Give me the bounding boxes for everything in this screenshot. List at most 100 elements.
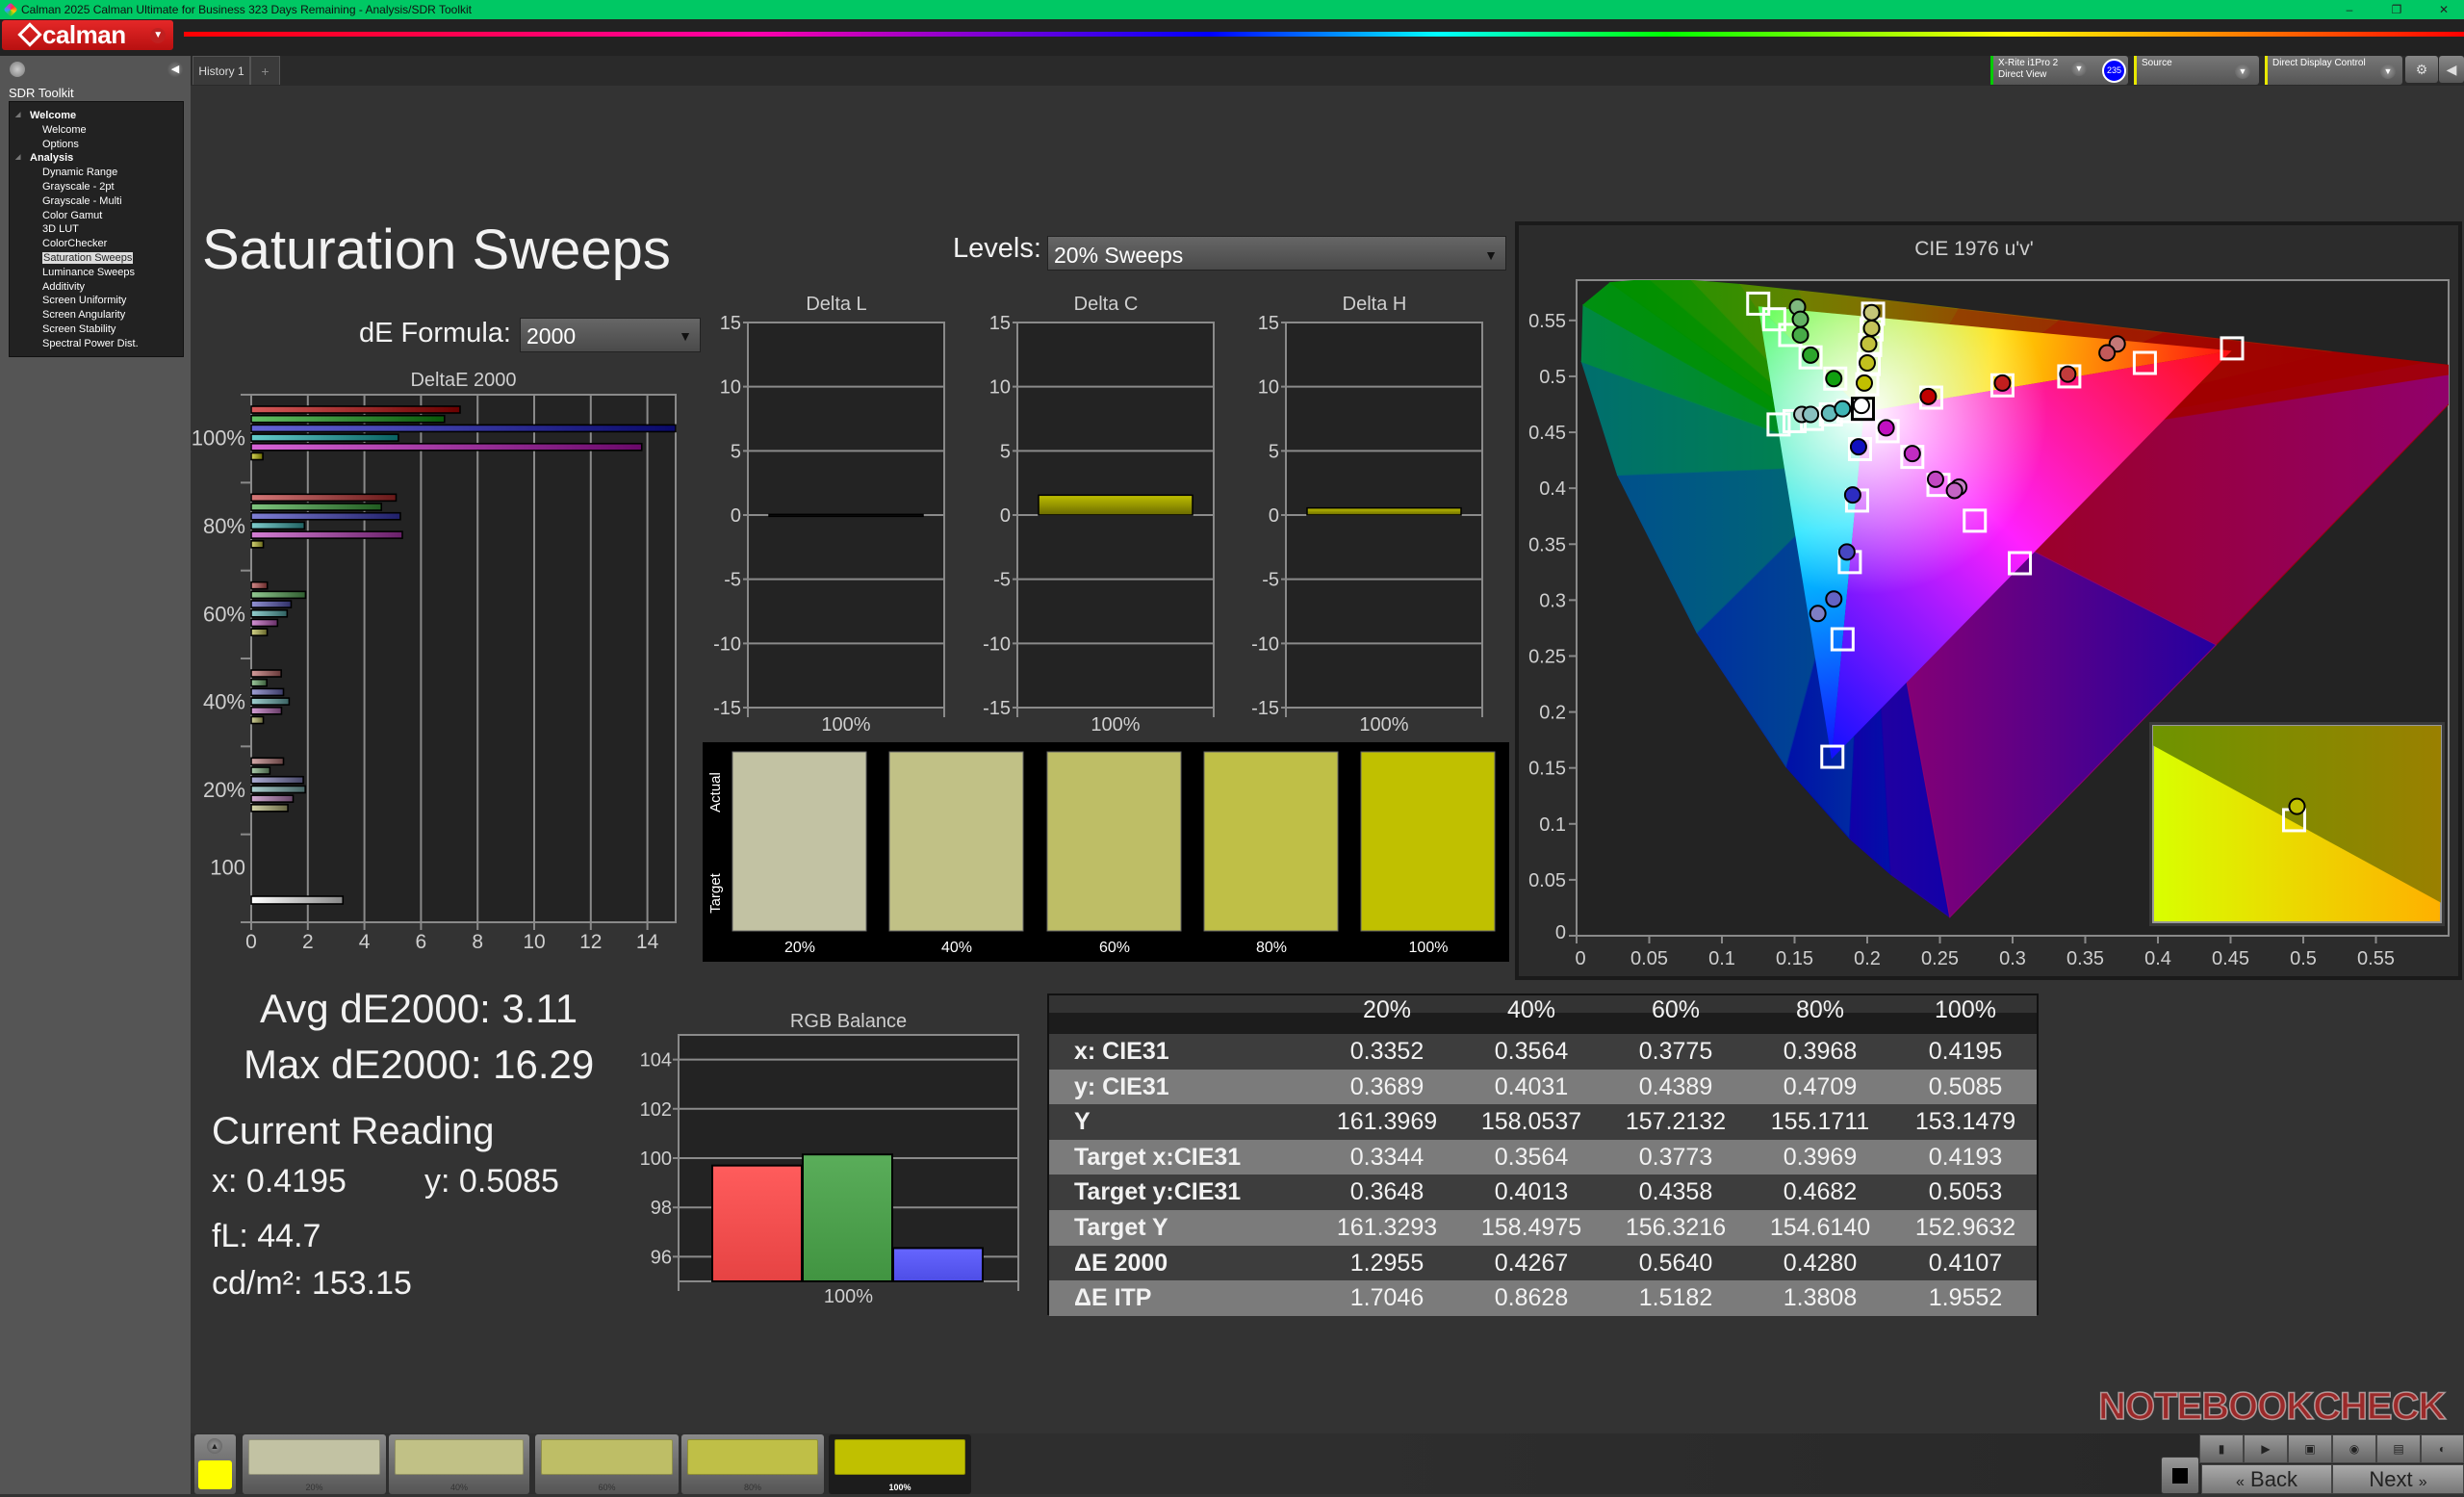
table-cell: 0.4013 xyxy=(1459,1174,1604,1210)
deltae-bar xyxy=(251,688,284,695)
table-cell: 0.4193 xyxy=(1893,1140,2038,1175)
rgb-bar xyxy=(712,1166,802,1281)
table-cell: 0.4031 xyxy=(1459,1070,1604,1105)
cie-chart-title: CIE 1976 u'v' xyxy=(1914,238,2034,260)
table-cell: 0.3775 xyxy=(1604,1034,1748,1070)
deltae-white-label: 100 xyxy=(210,855,245,879)
notebookcheck-watermark: NOTEBOOKCHECK xyxy=(2098,1382,2445,1431)
deltae-bar xyxy=(251,717,264,724)
cie-measured-point xyxy=(1845,487,1861,503)
delta-ytick-label: 10 xyxy=(1258,377,1279,399)
next-button[interactable]: Next » xyxy=(2332,1464,2464,1494)
toolbar-button-2[interactable]: ▶ xyxy=(2244,1434,2288,1463)
delta-ytick-label: -10 xyxy=(713,633,741,655)
bottom-swatch-color xyxy=(248,1439,380,1475)
cie-measured-point xyxy=(1851,439,1866,454)
table-row: x: CIE310.33520.35640.37750.39680.4195 xyxy=(1049,1034,2037,1070)
table-cell: 0.4358 xyxy=(1604,1174,1748,1210)
deltae-plot-area xyxy=(251,395,676,922)
swatch-label: 80% xyxy=(1256,940,1287,956)
cie-xtick-label: 0.15 xyxy=(1776,948,1813,969)
next-label: Next xyxy=(2369,1467,2412,1491)
delta-chart-title: Delta L xyxy=(806,294,866,315)
deltae-bar xyxy=(251,805,288,812)
bottom-swatch-label: 40% xyxy=(389,1483,529,1492)
delta-ytick-label: 15 xyxy=(989,313,1011,334)
delta-bar xyxy=(1307,508,1461,515)
actual-label: Actual xyxy=(707,772,724,813)
deltae-xtick-label: 4 xyxy=(359,931,371,953)
deltae-chart-title: DeltaE 2000 xyxy=(410,370,516,391)
table-row: y: CIE310.36890.40310.43890.47090.5085 xyxy=(1049,1070,2037,1105)
toolbar-button-5[interactable]: ▤ xyxy=(2376,1434,2421,1463)
table-cell: 1.2955 xyxy=(1315,1246,1459,1281)
cie-xtick-label: 0.05 xyxy=(1630,948,1668,969)
row-label: ΔE 2000 xyxy=(1074,1246,1168,1281)
toolbar-button-1[interactable]: ▮ xyxy=(2199,1434,2244,1463)
column-header: 100% xyxy=(1893,997,2038,1022)
stop-icon xyxy=(2172,1468,2188,1484)
cie-xtick-label: 0.2 xyxy=(1854,948,1881,969)
bottom-swatch-button[interactable]: 80% xyxy=(681,1434,824,1494)
toolbar-button-6[interactable]: ◐ xyxy=(2421,1434,2464,1463)
expand-up-icon[interactable]: ▲ xyxy=(207,1438,222,1454)
table-cell: 153.1479 xyxy=(1893,1104,2038,1140)
stop-button[interactable] xyxy=(2161,1457,2199,1494)
deltae-bar xyxy=(251,425,676,431)
cie-xtick-label: 0.4 xyxy=(2144,948,2171,969)
row-label: y: CIE31 xyxy=(1074,1070,1169,1105)
rgb-balance-title: RGB Balance xyxy=(790,1011,907,1032)
rgb-category-label: 100% xyxy=(824,1286,873,1307)
deltae-xtick-label: 12 xyxy=(579,931,602,953)
deltae-xtick-label: 10 xyxy=(523,931,545,953)
table-cell: 0.3648 xyxy=(1315,1174,1459,1210)
back-button[interactable]: « Back xyxy=(2201,1464,2332,1494)
table-cell: 1.7046 xyxy=(1315,1280,1459,1316)
deltae-bar xyxy=(251,629,268,635)
table-cell: 0.4682 xyxy=(1748,1174,1892,1210)
cie-ytick-label: 0.15 xyxy=(1528,759,1566,780)
deltae-bar xyxy=(251,591,305,598)
target-label: Target xyxy=(707,872,724,914)
column-header: 40% xyxy=(1459,997,1604,1022)
cie-ytick-label: 0.5 xyxy=(1539,367,1566,388)
table-row: Target Y161.3293158.4975156.3216154.6140… xyxy=(1049,1210,2037,1246)
rgb-ytick-label: 96 xyxy=(651,1247,672,1268)
color-swatch xyxy=(1047,752,1181,931)
table-cell: 0.3344 xyxy=(1315,1140,1459,1175)
cie-measured-point xyxy=(1928,472,1943,487)
table-row: Target x:CIE310.33440.35640.37730.39690.… xyxy=(1049,1140,2037,1175)
column-header: 80% xyxy=(1748,997,1892,1022)
row-label: Target Y xyxy=(1074,1210,1168,1246)
bottom-swatch-button[interactable]: 20% xyxy=(243,1434,386,1494)
deltae-bar xyxy=(251,541,264,548)
bottom-swatch-button[interactable]: 100% xyxy=(829,1434,971,1494)
deltae-bar xyxy=(251,434,398,441)
delta-ytick-label: -10 xyxy=(983,633,1011,655)
deltae-xtick-label: 2 xyxy=(302,931,314,953)
color-swatch xyxy=(889,752,1023,931)
bottom-swatch-button[interactable]: 60% xyxy=(535,1434,679,1494)
row-label: ΔE ITP xyxy=(1074,1280,1151,1316)
deltae-bar xyxy=(251,610,287,617)
table-cell: 157.2132 xyxy=(1604,1104,1748,1140)
deltae-bar xyxy=(251,786,305,792)
row-label: x: CIE31 xyxy=(1074,1034,1169,1070)
toolbar-button-4[interactable]: ◉ xyxy=(2332,1434,2376,1463)
cie-measured-point xyxy=(1803,406,1818,422)
rgb-ytick-label: 102 xyxy=(640,1099,672,1121)
cie-ytick-label: 0.4 xyxy=(1539,478,1566,500)
bottom-swatch-button[interactable]: 40% xyxy=(389,1434,529,1494)
table-row: ΔE ITP1.70460.86281.51821.38081.9552 xyxy=(1049,1280,2037,1316)
bottom-swatch-color xyxy=(395,1439,524,1475)
cie-measured-point xyxy=(1879,420,1894,435)
cie-measured-point xyxy=(1803,348,1818,363)
cie-measured-point xyxy=(1920,389,1936,404)
cie-xtick-label: 0.5 xyxy=(2290,948,2317,969)
cie-measured-point xyxy=(1857,375,1872,391)
next-icon: » xyxy=(2419,1474,2427,1490)
toolbar-button-3[interactable]: ▣ xyxy=(2288,1434,2332,1463)
cie-ytick-label: 0.35 xyxy=(1528,534,1566,555)
table-cell: 158.4975 xyxy=(1459,1210,1604,1246)
rgb-ytick-label: 104 xyxy=(640,1050,672,1071)
